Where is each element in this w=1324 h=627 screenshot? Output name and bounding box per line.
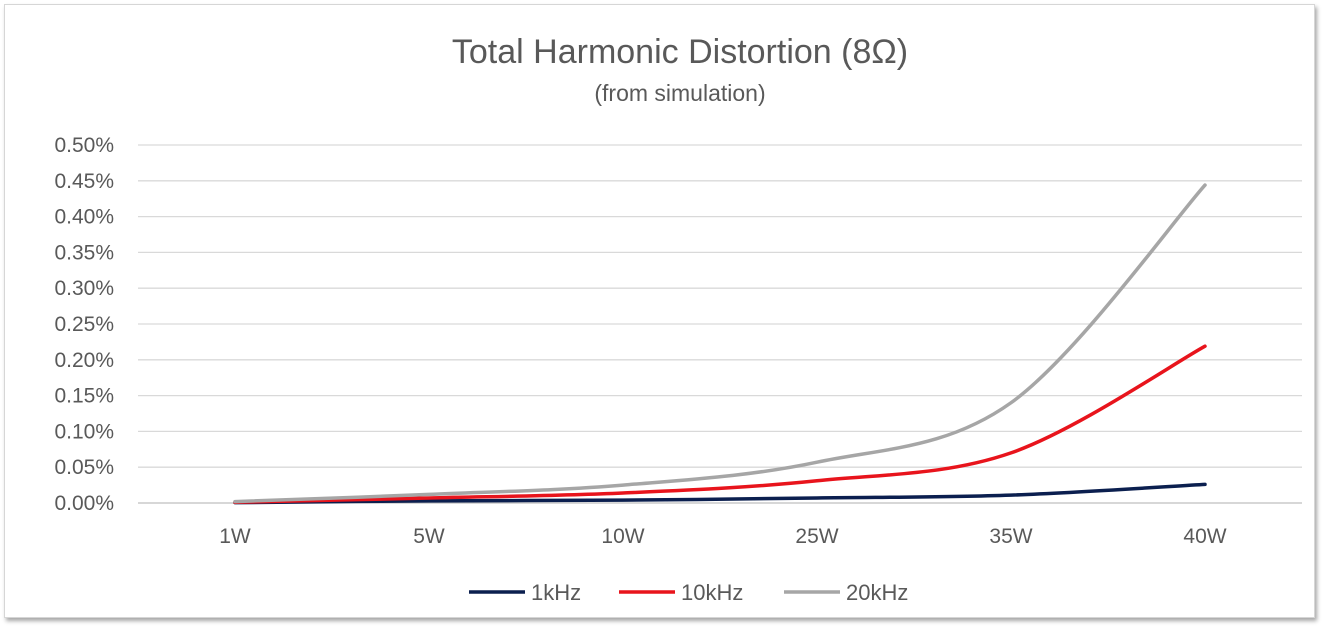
legend-label: 20kHz <box>846 580 908 605</box>
chart-title: Total Harmonic Distortion (8Ω) <box>452 33 908 71</box>
chart-subtitle: (from simulation) <box>594 80 765 106</box>
x-tick-label: 35W <box>989 525 1032 548</box>
x-tick-label: 1W <box>219 525 251 548</box>
y-tick-label: 0.10% <box>54 420 114 443</box>
series-line-1khz <box>233 482 1207 505</box>
y-tick-label: 0.20% <box>54 349 114 372</box>
chart-frame <box>4 4 1315 618</box>
grid-lines <box>138 144 1302 504</box>
x-tick-label: 10W <box>601 525 644 548</box>
y-tick-label: 0.05% <box>54 456 114 479</box>
y-axis-ticks: 0.00% 0.05% 0.10% 0.15% 0.20% 0.25% 0.30% 0.35%… <box>54 134 114 515</box>
legend-label: 1kHz <box>531 580 581 605</box>
y-tick-label: 0.30% <box>54 277 114 300</box>
y-tick-label: 0.40% <box>54 206 114 229</box>
y-tick-label: 0.45% <box>54 170 114 193</box>
x-axis-ticks: 1W 5W 10W 25W 35W 40W <box>219 525 1227 548</box>
x-tick-label: 25W <box>795 525 838 548</box>
series-line-10khz <box>233 344 1207 505</box>
y-tick-label: 0.00% <box>54 492 114 515</box>
y-tick-label: 0.15% <box>54 385 114 408</box>
y-tick-label: 0.50% <box>54 134 114 157</box>
x-tick-label: 40W <box>1183 525 1226 548</box>
series-lines <box>233 183 1207 505</box>
x-tick-label: 5W <box>413 525 445 548</box>
legend: 1kHz 10kHz 20kHz <box>469 580 908 605</box>
y-tick-label: 0.35% <box>54 241 114 264</box>
legend-label: 10kHz <box>681 580 743 605</box>
y-tick-label: 0.25% <box>54 313 114 336</box>
series-line-20khz <box>233 183 1207 504</box>
